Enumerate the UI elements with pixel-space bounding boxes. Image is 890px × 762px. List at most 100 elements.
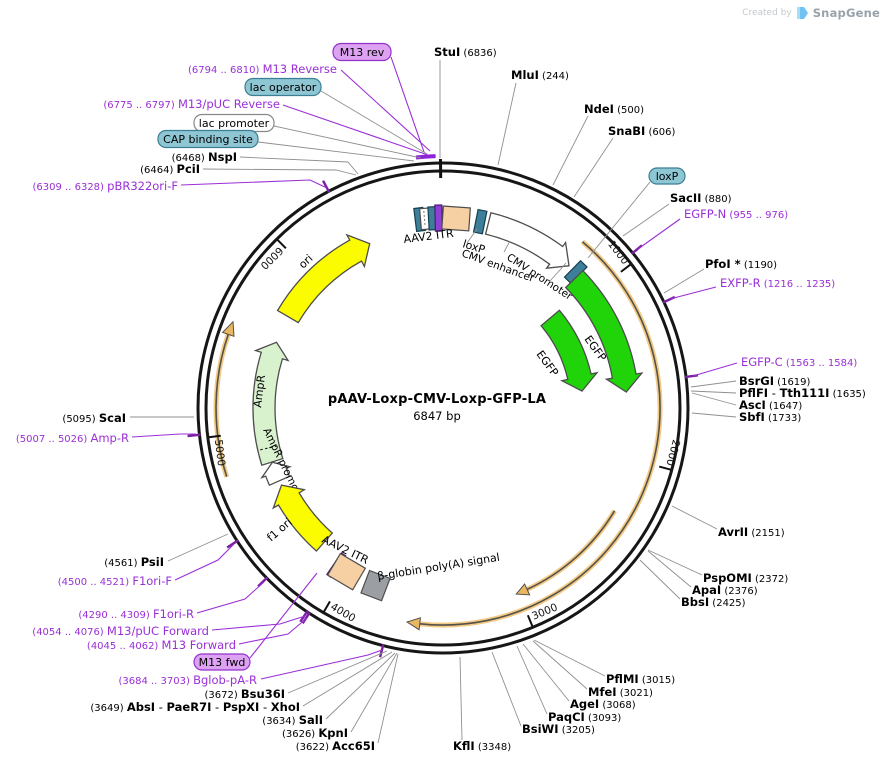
feature-bglobin-polya[interactable] — [360, 569, 391, 602]
bp-tick-label-5000: 5000 — [212, 439, 227, 467]
leader-pspomi — [647, 549, 703, 576]
site-label-pcii[interactable]: (6464) PciI — [140, 162, 200, 176]
orf-arc-right-inner[interactable] — [515, 509, 617, 596]
site-label-absi-cluster[interactable]: (3649) AbsI - PaeR7I - PspXI - XhoI — [90, 700, 300, 714]
site-label-bglob-pa-r[interactable]: (3684 .. 3703) Bglob-pA-R — [118, 673, 257, 687]
site-label-bsrgi[interactable]: BsrGI (1619) — [739, 374, 811, 388]
site-label-apai[interactable]: ApaI (2376) — [692, 583, 758, 597]
bp-tick-label-2000: 2000 — [663, 438, 682, 467]
svg-text:lac promoter: lac promoter — [199, 117, 270, 130]
leader-pbr322ori-f — [180, 179, 328, 189]
bp-tick-1000 — [620, 263, 632, 273]
leader-pfoi — [663, 268, 705, 294]
site-label-pspomi[interactable]: PspOMI (2372) — [703, 571, 788, 585]
site-label-scai[interactable]: (5095) ScaI — [62, 411, 126, 425]
site-label-sacii[interactable]: SacII (880) — [670, 191, 732, 205]
leader-mfei — [532, 640, 588, 690]
leader-egfp-c — [692, 362, 738, 377]
feature-m13-rev-feature[interactable] — [434, 204, 444, 232]
feature-egfp-inner[interactable] — [540, 309, 599, 392]
site-label-bsu36i[interactable]: (3672) Bsu36I — [204, 687, 285, 701]
feature-aav2-itr-1[interactable] — [441, 205, 471, 232]
site-label-egfp-c[interactable]: EGFP-C (1563 .. 1584) — [741, 355, 857, 369]
feature-loxp-1[interactable] — [472, 208, 488, 235]
site-label-kfli[interactable]: KflI (3348) — [453, 739, 511, 753]
site-label-mfei[interactable]: MfeI (3021) — [588, 685, 653, 699]
primer-tick-F1ori-R[interactable] — [257, 576, 269, 588]
primer-tick-F1ori-F[interactable] — [226, 539, 239, 549]
site-label-bbsi[interactable]: BbsI (2425) — [681, 595, 746, 609]
leader-m13-fwd-pill — [249, 572, 318, 659]
orf-arc-right-outer[interactable] — [405, 239, 663, 631]
primer-tick-Bglob-pA-R[interactable] — [378, 644, 385, 658]
cap-binding-site-pill[interactable]: CAP binding site — [157, 129, 259, 149]
orf-arc-left[interactable] — [213, 320, 235, 478]
feature-f1-ori[interactable] — [272, 484, 334, 552]
site-label-snabi[interactable]: SnaBI (606) — [608, 124, 675, 138]
m13-fwd-pill[interactable]: M13 fwd — [193, 653, 251, 671]
leader-bsrgi — [690, 380, 737, 388]
site-label-m13-puc-reverse[interactable]: (6775 .. 6797) M13/pUC Reverse — [103, 97, 280, 111]
site-label-sbfi[interactable]: SbfI (1733) — [739, 410, 801, 424]
leader-bsu36i — [287, 650, 388, 694]
site-label-paqci[interactable]: PaqCI (3093) — [548, 710, 621, 724]
site-label-stui[interactable]: StuI (6836) — [434, 45, 497, 59]
site-label-exfp-r[interactable]: EXFP-R (1216 .. 1235) — [720, 276, 835, 290]
bp-tick-4000 — [323, 600, 331, 613]
site-label-ndei[interactable]: NdeI (500) — [584, 102, 644, 116]
site-label-amp-r[interactable]: (5007 .. 5026) Amp-R — [16, 431, 129, 445]
site-label-pflmi[interactable]: PflMI (3015) — [606, 672, 675, 686]
primer-tick-M13-Forward[interactable] — [301, 611, 311, 624]
leader-kpni — [350, 652, 398, 733]
leader-loxp-pill — [587, 181, 651, 259]
site-label-bsiwi[interactable]: BsiWI (3205) — [522, 722, 595, 736]
primer-tick-pBR322ori-F[interactable] — [322, 180, 331, 193]
loxp-1-leader — [466, 228, 478, 244]
primer-bar-m13-reverse[interactable] — [415, 154, 436, 160]
site-label-f1ori-f[interactable]: (4500 .. 4521) F1ori-F — [58, 574, 172, 588]
site-label-f1ori-r[interactable]: (4290 .. 4309) F1ori-R — [78, 607, 194, 621]
feature-ampr[interactable] — [252, 341, 290, 467]
primer-tick-Amp-R[interactable] — [187, 433, 201, 438]
feature-aav2-itr-2[interactable] — [326, 552, 367, 591]
site-label-mlui[interactable]: MluI (244) — [511, 68, 569, 82]
site-label-acc65i[interactable]: (3622) Acc65I — [296, 739, 375, 753]
leader-snabi — [573, 137, 614, 198]
feature-label-ampr: AmpR — [251, 374, 268, 409]
lac-promoter-pill[interactable]: lac promoter — [193, 113, 275, 133]
leader-bglob-pa-r — [260, 649, 383, 680]
site-label-nspi[interactable]: (6468) NspI — [172, 150, 237, 164]
leader-psii — [167, 533, 229, 562]
site-label-pfoi[interactable]: PfoI * (1190) — [705, 257, 777, 271]
leader-m13-puc-forward — [211, 615, 306, 631]
site-label-asci[interactable]: AscI (1647) — [739, 398, 802, 412]
lac-operator-pill[interactable]: lac operator — [244, 77, 322, 97]
site-label-agei[interactable]: AgeI (3068) — [570, 697, 636, 711]
feature-label-aav2-itr-1: AAV2 ITR — [403, 227, 455, 246]
feature-egfp-outer[interactable] — [564, 269, 644, 393]
feature-cmv-enhancer-promoter[interactable] — [484, 212, 570, 270]
site-label-plffi-tth111i[interactable]: PflFI - Tth111I (1635) — [739, 386, 866, 400]
leader-lac-promoter-pill — [273, 125, 422, 159]
feature-ampr-promoter[interactable] — [260, 461, 292, 487]
leader-asci — [691, 392, 737, 406]
feature-ori[interactable] — [276, 233, 371, 324]
m13-rev-pill[interactable]: M13 rev — [332, 42, 392, 62]
leader-sali — [325, 652, 396, 720]
site-label-egfp-n[interactable]: EGFP-N (955 .. 976) — [684, 207, 788, 221]
site-label-m13-forward[interactable]: (4045 .. 4062) M13 Forward — [87, 638, 236, 652]
bp-tick-5000 — [208, 434, 221, 439]
site-label-kpni[interactable]: (3626) KpnI — [282, 726, 348, 740]
site-label-avrii[interactable]: AvrII (2151) — [718, 525, 785, 539]
site-label-sali[interactable]: (3634) SalI — [262, 713, 323, 727]
bp-tick-label-6000: 6000 — [258, 244, 285, 271]
svg-text:CAP binding site: CAP binding site — [163, 133, 253, 146]
site-label-m13-puc-forward[interactable]: (4054 .. 4076) M13/pUC Forward — [32, 624, 209, 638]
loxp-pill[interactable]: loxP — [648, 167, 686, 185]
leader-pcii — [202, 168, 357, 176]
site-label-psii[interactable]: (4561) PsiI — [104, 555, 164, 569]
site-label-m13-reverse[interactable]: (6794 .. 6810) M13 Reverse — [188, 62, 337, 76]
snapgene-logo-icon — [796, 7, 808, 19]
site-label-pbr322ori-f[interactable]: (6309 .. 6328) pBR322ori-F — [33, 179, 178, 193]
